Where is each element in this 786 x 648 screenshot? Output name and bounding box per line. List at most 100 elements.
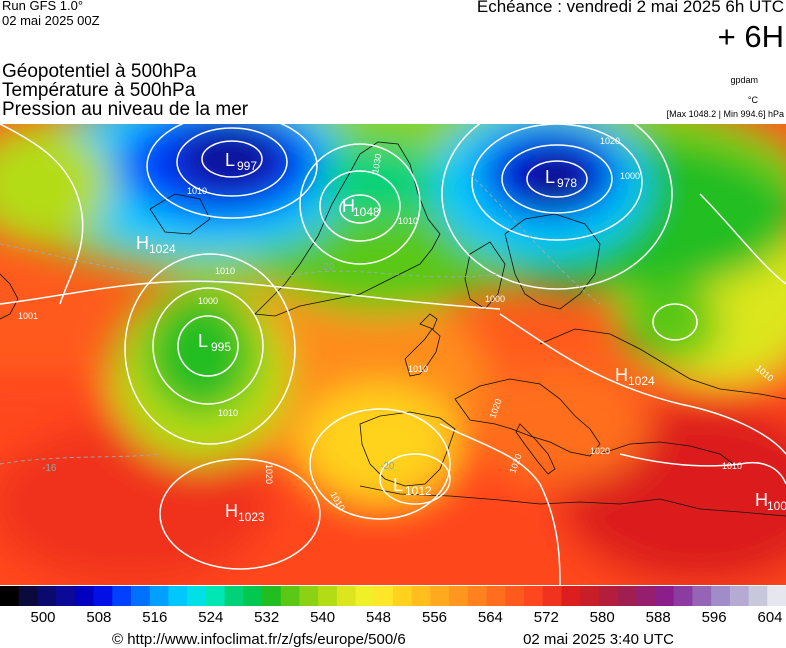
colorbar-swatch [449, 586, 469, 606]
isobar-label: 1010 [722, 461, 742, 471]
low-center-label: L [198, 331, 208, 351]
isobar-label: 1010 [408, 364, 428, 374]
colorbar-swatch [205, 586, 226, 606]
isobar-label: 1000 [485, 294, 505, 304]
colorbar-swatch [318, 586, 338, 606]
colorbar-swatch [580, 586, 600, 606]
colorbar-tick-label: 508 [86, 609, 112, 626]
high-center-label: H [755, 490, 768, 510]
colorbar-swatch [0, 586, 20, 606]
pressure-range: [Max 1048.2 | Min 994.6] hPa [666, 109, 784, 119]
coastlines [0, 141, 786, 517]
colorbar-swatch [262, 586, 282, 606]
high-center-label: H [615, 365, 628, 385]
colorbar-swatch [149, 586, 169, 606]
isobar-label: 1020 [600, 136, 620, 146]
colorbar-swatch [767, 586, 786, 606]
colorbar-tick-label: 596 [701, 609, 727, 626]
colorbar-tick-label: 588 [645, 609, 671, 626]
colorbar-tick-label: 556 [421, 609, 448, 626]
colorbar-tick-label: 524 [198, 609, 224, 626]
colorbar-swatch [673, 586, 693, 606]
isobar-label: 1030 [370, 153, 383, 174]
run-title: Run GFS 1.0° [2, 0, 84, 13]
title-pressure: Pression au niveau de la mer [2, 99, 249, 120]
colorbar-swatch [280, 586, 300, 606]
colorbar-swatch [187, 586, 207, 606]
colorbar-swatch [748, 586, 768, 606]
high-center-label: H [342, 196, 355, 216]
low-center-label: L [225, 150, 235, 170]
colorbar-swatch [18, 586, 38, 606]
isobar-label: 1000 [620, 171, 640, 181]
temperature-isotherms [0, 173, 601, 465]
low-center-value: 995 [211, 340, 231, 354]
isobars [0, 124, 786, 585]
copyright-text: © http://www.infoclimat.fr/z/gfs/europe/… [112, 631, 406, 648]
title-temperature: Température à 500hPa [2, 80, 196, 101]
colorbar-swatch [655, 586, 675, 606]
low-center-value: 1012 [405, 484, 432, 498]
high-center-value: 1023 [238, 510, 265, 524]
colorbar-swatch [355, 586, 375, 606]
colorbar-tick-label: 580 [589, 609, 615, 626]
isobar-label: 1010 [215, 266, 235, 276]
isobar-label: 1010 [218, 408, 238, 418]
isotherm-label: -20 [320, 262, 335, 273]
colorbar-swatch [561, 586, 581, 606]
render-timestamp: 02 mai 2025 3:40 UTC [523, 631, 674, 648]
colorbar [0, 586, 786, 606]
colorbar-swatch [430, 586, 450, 606]
isobar-label: 1010 [398, 216, 418, 226]
colorbar-tick-label: 564 [477, 609, 503, 626]
colorbar-tick-label: 572 [533, 609, 559, 626]
colorbar-swatch [374, 586, 394, 606]
colorbar-swatch [299, 586, 319, 606]
weather-map: H 1048 H 1024 H 1024 H 1023 H 100 L 997 … [0, 124, 786, 585]
isotherm-label: -20 [380, 461, 395, 472]
colorbar-swatch [74, 586, 95, 606]
isobar-label: 1001 [18, 311, 38, 321]
colorbar-tick-label: 540 [310, 609, 336, 626]
colorbar-tick-label: 516 [142, 609, 168, 626]
forecast-offset: + 6H [717, 19, 784, 54]
unit-geopotential: gpdam [730, 75, 758, 85]
isobar-label: 1010 [187, 186, 207, 196]
colorbar-swatch [93, 586, 113, 606]
colorbar-swatch [486, 586, 506, 606]
high-center-label: H [225, 501, 238, 521]
high-center-value: 1048 [353, 205, 380, 219]
colorbar-tick-label: 532 [254, 609, 280, 626]
colorbar-swatch [692, 586, 712, 606]
colorbar-tick-label: 604 [757, 609, 783, 626]
colorbar-swatch [56, 586, 76, 606]
pressure-centers: H 1048 H 1024 H 1024 H 1023 H 100 L 997 … [136, 150, 786, 524]
colorbar-swatch [467, 586, 488, 606]
colorbar-swatch [393, 586, 413, 606]
colorbar-swatch [636, 586, 656, 606]
low-center-value: 997 [237, 159, 257, 173]
isobar-label: 1020 [590, 446, 610, 456]
isobar-label: 1000 [198, 296, 218, 306]
isotherm-labels: -20 -20 -16 [42, 262, 395, 474]
colorbar-swatch [598, 586, 619, 606]
unit-temperature: °C [747, 95, 758, 105]
high-center-value: 1024 [149, 242, 176, 256]
colorbar-tick-label: 548 [365, 609, 392, 626]
forecast-valid-time: Echéance : vendredi 2 mai 2025 6h UTC [476, 0, 784, 16]
high-center-value: 100 [767, 499, 786, 513]
colorbar-swatch [729, 586, 750, 606]
low-center-label: L [393, 475, 403, 495]
colorbar-swatch [168, 586, 188, 606]
colorbar-swatch [131, 586, 151, 606]
colorbar-swatch [524, 586, 544, 606]
colorbar-swatch [711, 586, 731, 606]
colorbar-swatch [243, 586, 263, 606]
colorbar-swatch [505, 586, 525, 606]
low-center-value: 978 [557, 176, 577, 190]
colorbar-swatch [411, 586, 431, 606]
run-date: 02 mai 2025 00Z [2, 13, 100, 28]
colorbar-swatch [112, 586, 132, 606]
geopotential-field: H 1048 H 1024 H 1024 H 1023 H 100 L 997 … [0, 124, 786, 585]
high-center-value: 1024 [628, 374, 655, 388]
